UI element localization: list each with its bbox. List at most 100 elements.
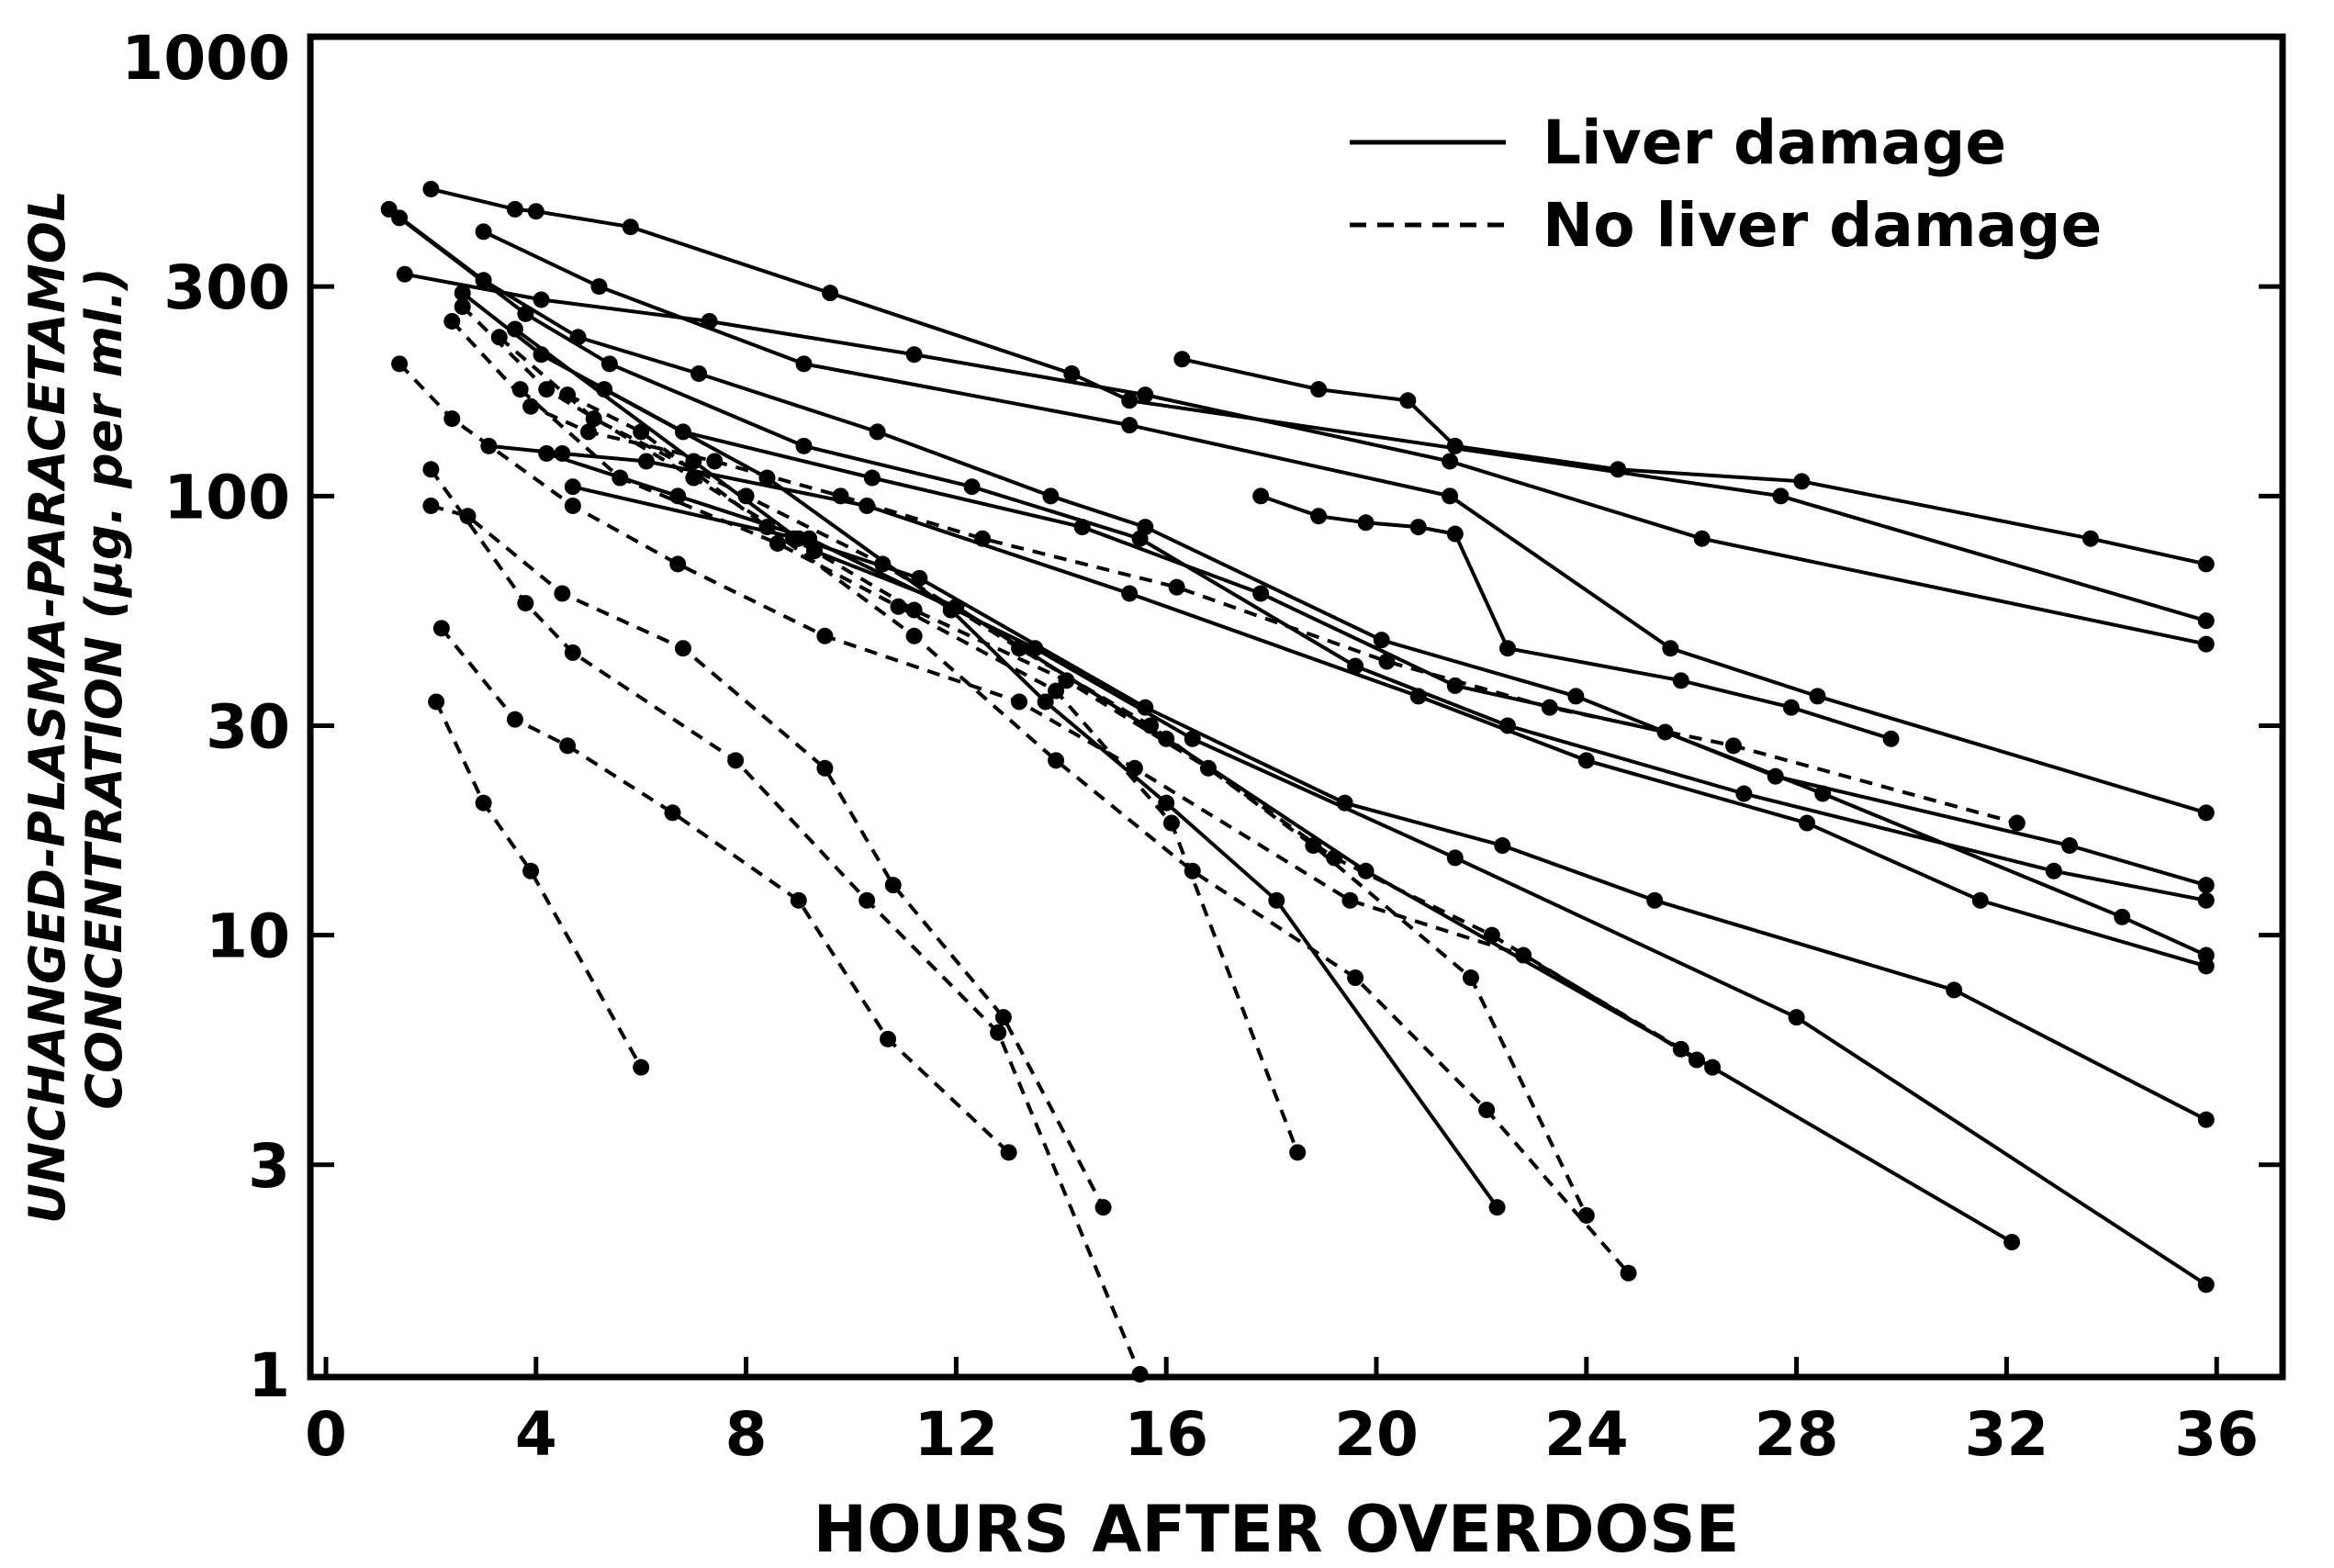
data-point (1971, 891, 1989, 909)
data-point (758, 469, 776, 487)
legend-label-no-liver-damage: No liver damage (1543, 190, 2102, 261)
series-liver-damage (475, 223, 2215, 822)
data-point (559, 386, 577, 404)
data-point (1724, 737, 1742, 755)
data-point (2008, 814, 2025, 832)
data-point (769, 534, 786, 552)
x-tick-label: 20 (1334, 1399, 1419, 1470)
data-point (1011, 640, 1028, 657)
series-no-liver-damage (422, 461, 1149, 1383)
data-point (475, 223, 492, 241)
x-axis-title: HOURS AFTER OVERDOSE (814, 1492, 1740, 1567)
series-liver-damage (480, 437, 2215, 975)
data-point (1310, 508, 1328, 525)
data-point (1688, 1051, 1705, 1069)
data-point (422, 497, 440, 514)
data-point (816, 759, 834, 777)
series-no-liver-damage (490, 329, 1595, 1224)
data-point (559, 737, 577, 755)
data-point (994, 1009, 1012, 1026)
data-point (1799, 814, 1816, 832)
data-point (1252, 487, 1270, 505)
data-point (1409, 519, 1427, 536)
data-point (974, 530, 991, 547)
plot-series (380, 180, 2215, 1383)
data-point (2197, 804, 2215, 822)
x-tick-label: 32 (1964, 1399, 2048, 1470)
data-point (1442, 453, 1459, 470)
series-line (513, 327, 2014, 1244)
data-point (1142, 717, 1160, 734)
x-tick-label: 4 (515, 1399, 557, 1470)
data-point (832, 487, 849, 505)
x-tick-label: 24 (1544, 1399, 1629, 1470)
data-point (1462, 969, 1479, 987)
data-point (1094, 1199, 1112, 1216)
data-point (1173, 351, 1191, 368)
data-point (622, 218, 639, 236)
data-point (422, 180, 440, 197)
data-point (612, 469, 629, 487)
data-point (1268, 891, 1285, 909)
series-liver-damage (380, 200, 2215, 894)
data-point (1048, 682, 1065, 700)
data-point (1446, 437, 1464, 454)
data-point (905, 346, 923, 364)
data-point (1704, 1058, 1722, 1076)
data-point (564, 497, 581, 514)
data-point (869, 423, 886, 441)
x-tick-label: 12 (914, 1399, 998, 1470)
data-point (517, 595, 534, 612)
series-liver-damage (538, 444, 2215, 1294)
data-point (1126, 759, 1143, 777)
y-axis: 1 3 10 30 100 300 1000 (121, 23, 2283, 1411)
series-line (450, 319, 2018, 825)
series-no-liver-damage (422, 497, 1112, 1216)
data-point (963, 478, 981, 496)
data-point (1162, 814, 1180, 832)
data-point (858, 497, 876, 514)
data-point (2197, 891, 2215, 909)
data-point (1409, 688, 1427, 705)
data-point (1672, 672, 1689, 689)
series-line (434, 700, 643, 1069)
series-line (440, 627, 1010, 1154)
series-line (572, 485, 2207, 1122)
data-point (790, 891, 807, 909)
data-point (1310, 381, 1328, 398)
y-axis-title-line-2: CONCENTRATION (µg. per ml.) (75, 267, 133, 1109)
data-point (664, 804, 681, 822)
legend: Liver damage No liver damage (1350, 107, 2102, 261)
data-point (795, 437, 813, 454)
data-point (2082, 530, 2099, 547)
series-liver-damage (396, 265, 2215, 653)
data-point (538, 381, 555, 398)
x-tick-label: 16 (1124, 1399, 1208, 1470)
data-point (443, 410, 461, 428)
x-tick-label: 36 (2174, 1399, 2259, 1470)
data-point (2197, 555, 2215, 573)
data-point (1577, 752, 1595, 769)
data-point (1073, 519, 1091, 536)
data-point (795, 355, 813, 373)
data-point (1494, 837, 1511, 855)
series-line (482, 230, 2207, 815)
x-tick-label: 0 (305, 1399, 347, 1470)
data-point (905, 601, 923, 619)
series-line (488, 443, 2207, 969)
data-point (816, 627, 834, 644)
data-point (1788, 1009, 1805, 1026)
data-point (1027, 640, 1044, 657)
data-point (1782, 699, 1800, 716)
data-point (1042, 487, 1060, 505)
data-point (1347, 969, 1364, 987)
x-axis: 0 4 8 12 16 20 24 28 32 36 (305, 1357, 2259, 1470)
data-point (685, 469, 702, 487)
data-point (522, 398, 540, 415)
data-point (727, 752, 745, 769)
data-point (1946, 981, 1963, 999)
data-point (669, 555, 687, 573)
data-point (585, 410, 602, 428)
data-point (690, 364, 708, 382)
